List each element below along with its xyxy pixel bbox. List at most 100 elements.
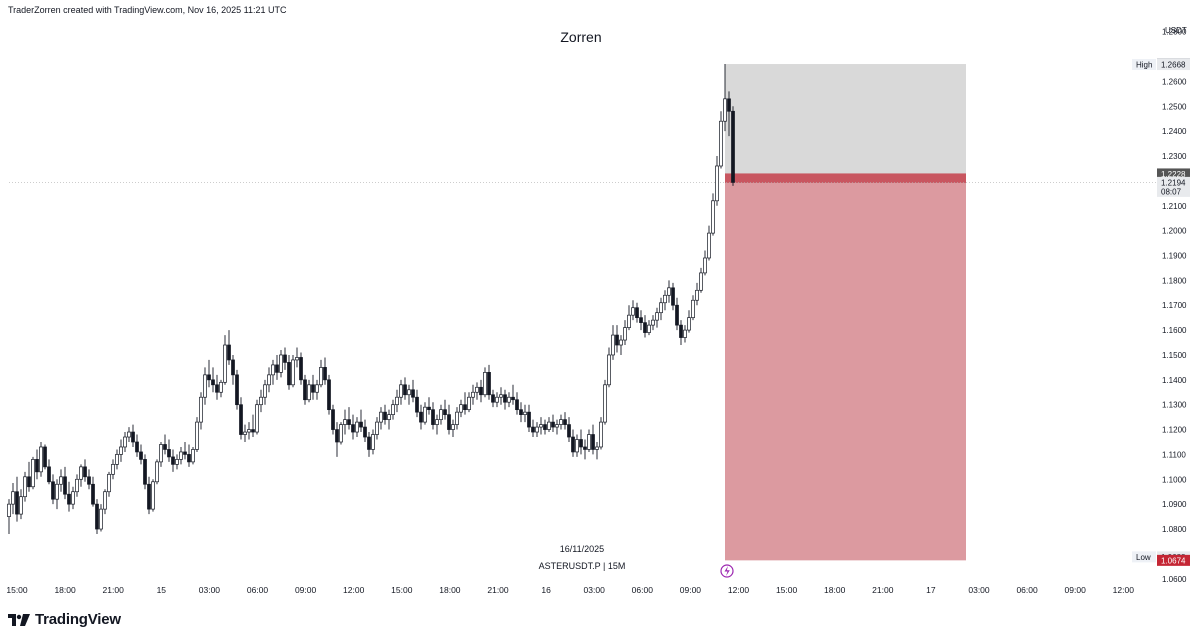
x-tick-label: 16 xyxy=(541,585,551,595)
candle-body-down xyxy=(63,476,67,495)
candle xyxy=(363,419,367,442)
candle xyxy=(591,424,595,455)
candle-body-down xyxy=(671,287,675,306)
candle xyxy=(39,441,43,477)
candle xyxy=(519,402,523,423)
candle xyxy=(19,489,23,520)
candle-body-up xyxy=(195,421,199,450)
candle-body-down xyxy=(51,481,55,500)
candle xyxy=(103,489,107,515)
x-tick-label: 03:00 xyxy=(584,585,606,595)
candle-body-down xyxy=(531,426,535,433)
candle-body-up xyxy=(71,491,75,505)
candle-body-up xyxy=(623,327,627,341)
candle-body-up xyxy=(159,444,163,463)
price-axis[interactable]: USDT 1.2800 1.2600 1.2500 1.2400 1.2300 1.210… xyxy=(1162,26,1187,584)
candle xyxy=(243,424,247,442)
candle xyxy=(347,407,351,430)
candle xyxy=(83,459,87,482)
candle xyxy=(123,432,127,452)
candle xyxy=(611,325,615,360)
candle-body-up xyxy=(279,354,283,373)
candle xyxy=(511,384,515,405)
candle xyxy=(607,347,611,388)
lightning-icon[interactable] xyxy=(720,564,734,578)
candle-body-down xyxy=(571,436,575,453)
candle-body-up xyxy=(55,483,59,500)
candle-body-up xyxy=(687,317,691,331)
candle-body-up xyxy=(107,473,111,493)
candle-body-down xyxy=(239,404,243,435)
candle-body-up xyxy=(651,319,655,326)
tradingview-brand[interactable]: TradingView xyxy=(8,611,121,628)
candle-body-down xyxy=(487,372,491,396)
candle xyxy=(47,459,51,485)
candle-body-down xyxy=(171,456,175,465)
candle xyxy=(547,417,551,433)
candle xyxy=(479,379,483,403)
y-tick-label: 1.2000 xyxy=(1162,227,1187,236)
candle xyxy=(447,404,451,435)
candle-body-up xyxy=(611,334,615,356)
y-tick-label: 1.1100 xyxy=(1162,450,1186,459)
x-tick-label: 03:00 xyxy=(968,585,990,595)
x-tick-label: 15 xyxy=(157,585,167,595)
candle xyxy=(491,389,495,408)
candle xyxy=(399,379,403,405)
position-zones[interactable] xyxy=(9,64,1157,561)
candle-body-up xyxy=(475,386,479,393)
header-credit: TraderZorren created with TradingView.co… xyxy=(8,5,287,15)
tradingview-logo-icon xyxy=(8,613,30,626)
candle xyxy=(355,417,359,438)
candle-body-down xyxy=(679,324,683,338)
candle-body-up xyxy=(619,339,623,346)
stop-loss-zone[interactable] xyxy=(725,64,966,183)
candle xyxy=(259,389,263,413)
y-tick-label: 1.1200 xyxy=(1162,426,1187,435)
candle xyxy=(143,454,147,490)
candle-body-down xyxy=(731,110,735,183)
candle xyxy=(507,392,511,408)
candle xyxy=(351,414,355,440)
candle-body-down xyxy=(591,434,595,450)
price-badge xyxy=(1157,554,1190,566)
candle xyxy=(715,156,719,206)
candle xyxy=(423,402,427,425)
candle-body-down xyxy=(303,379,307,401)
candle xyxy=(395,389,399,413)
candle xyxy=(675,297,679,331)
candle-body-up xyxy=(127,431,131,438)
candle-body-up xyxy=(707,232,711,259)
candle-body-down xyxy=(335,429,339,443)
candle-body-up xyxy=(255,404,259,433)
take-profit-zone[interactable] xyxy=(725,182,966,561)
y-tick-label: 1.0900 xyxy=(1162,500,1187,509)
candle xyxy=(23,471,27,502)
candle xyxy=(711,193,715,236)
candle-body-up xyxy=(151,481,155,510)
candle xyxy=(575,434,579,457)
candle-body-down xyxy=(83,466,87,478)
price-badge xyxy=(1157,59,1190,71)
candle xyxy=(43,444,47,470)
candle-body-up xyxy=(291,359,295,386)
candle-body-up xyxy=(407,389,411,396)
candle-body-down xyxy=(479,386,483,396)
candle-body-down xyxy=(615,334,619,346)
candle-body-up xyxy=(523,411,527,415)
candle xyxy=(727,91,731,137)
candle-body-up xyxy=(19,496,23,515)
candle xyxy=(475,382,479,400)
candle-body-down xyxy=(427,406,431,411)
time-axis[interactable]: 15:00 18:00 21:00 15 03:00 06:00 09:00 12:00 15:… xyxy=(6,585,1134,595)
candle-body-up xyxy=(295,357,299,361)
candle xyxy=(375,417,379,440)
candle xyxy=(383,404,387,425)
candle xyxy=(319,359,323,388)
candle-body-up xyxy=(23,476,27,498)
candle xyxy=(599,417,603,450)
candle-body-down xyxy=(635,307,639,319)
candle xyxy=(119,439,123,462)
candle-body-up xyxy=(219,381,223,393)
